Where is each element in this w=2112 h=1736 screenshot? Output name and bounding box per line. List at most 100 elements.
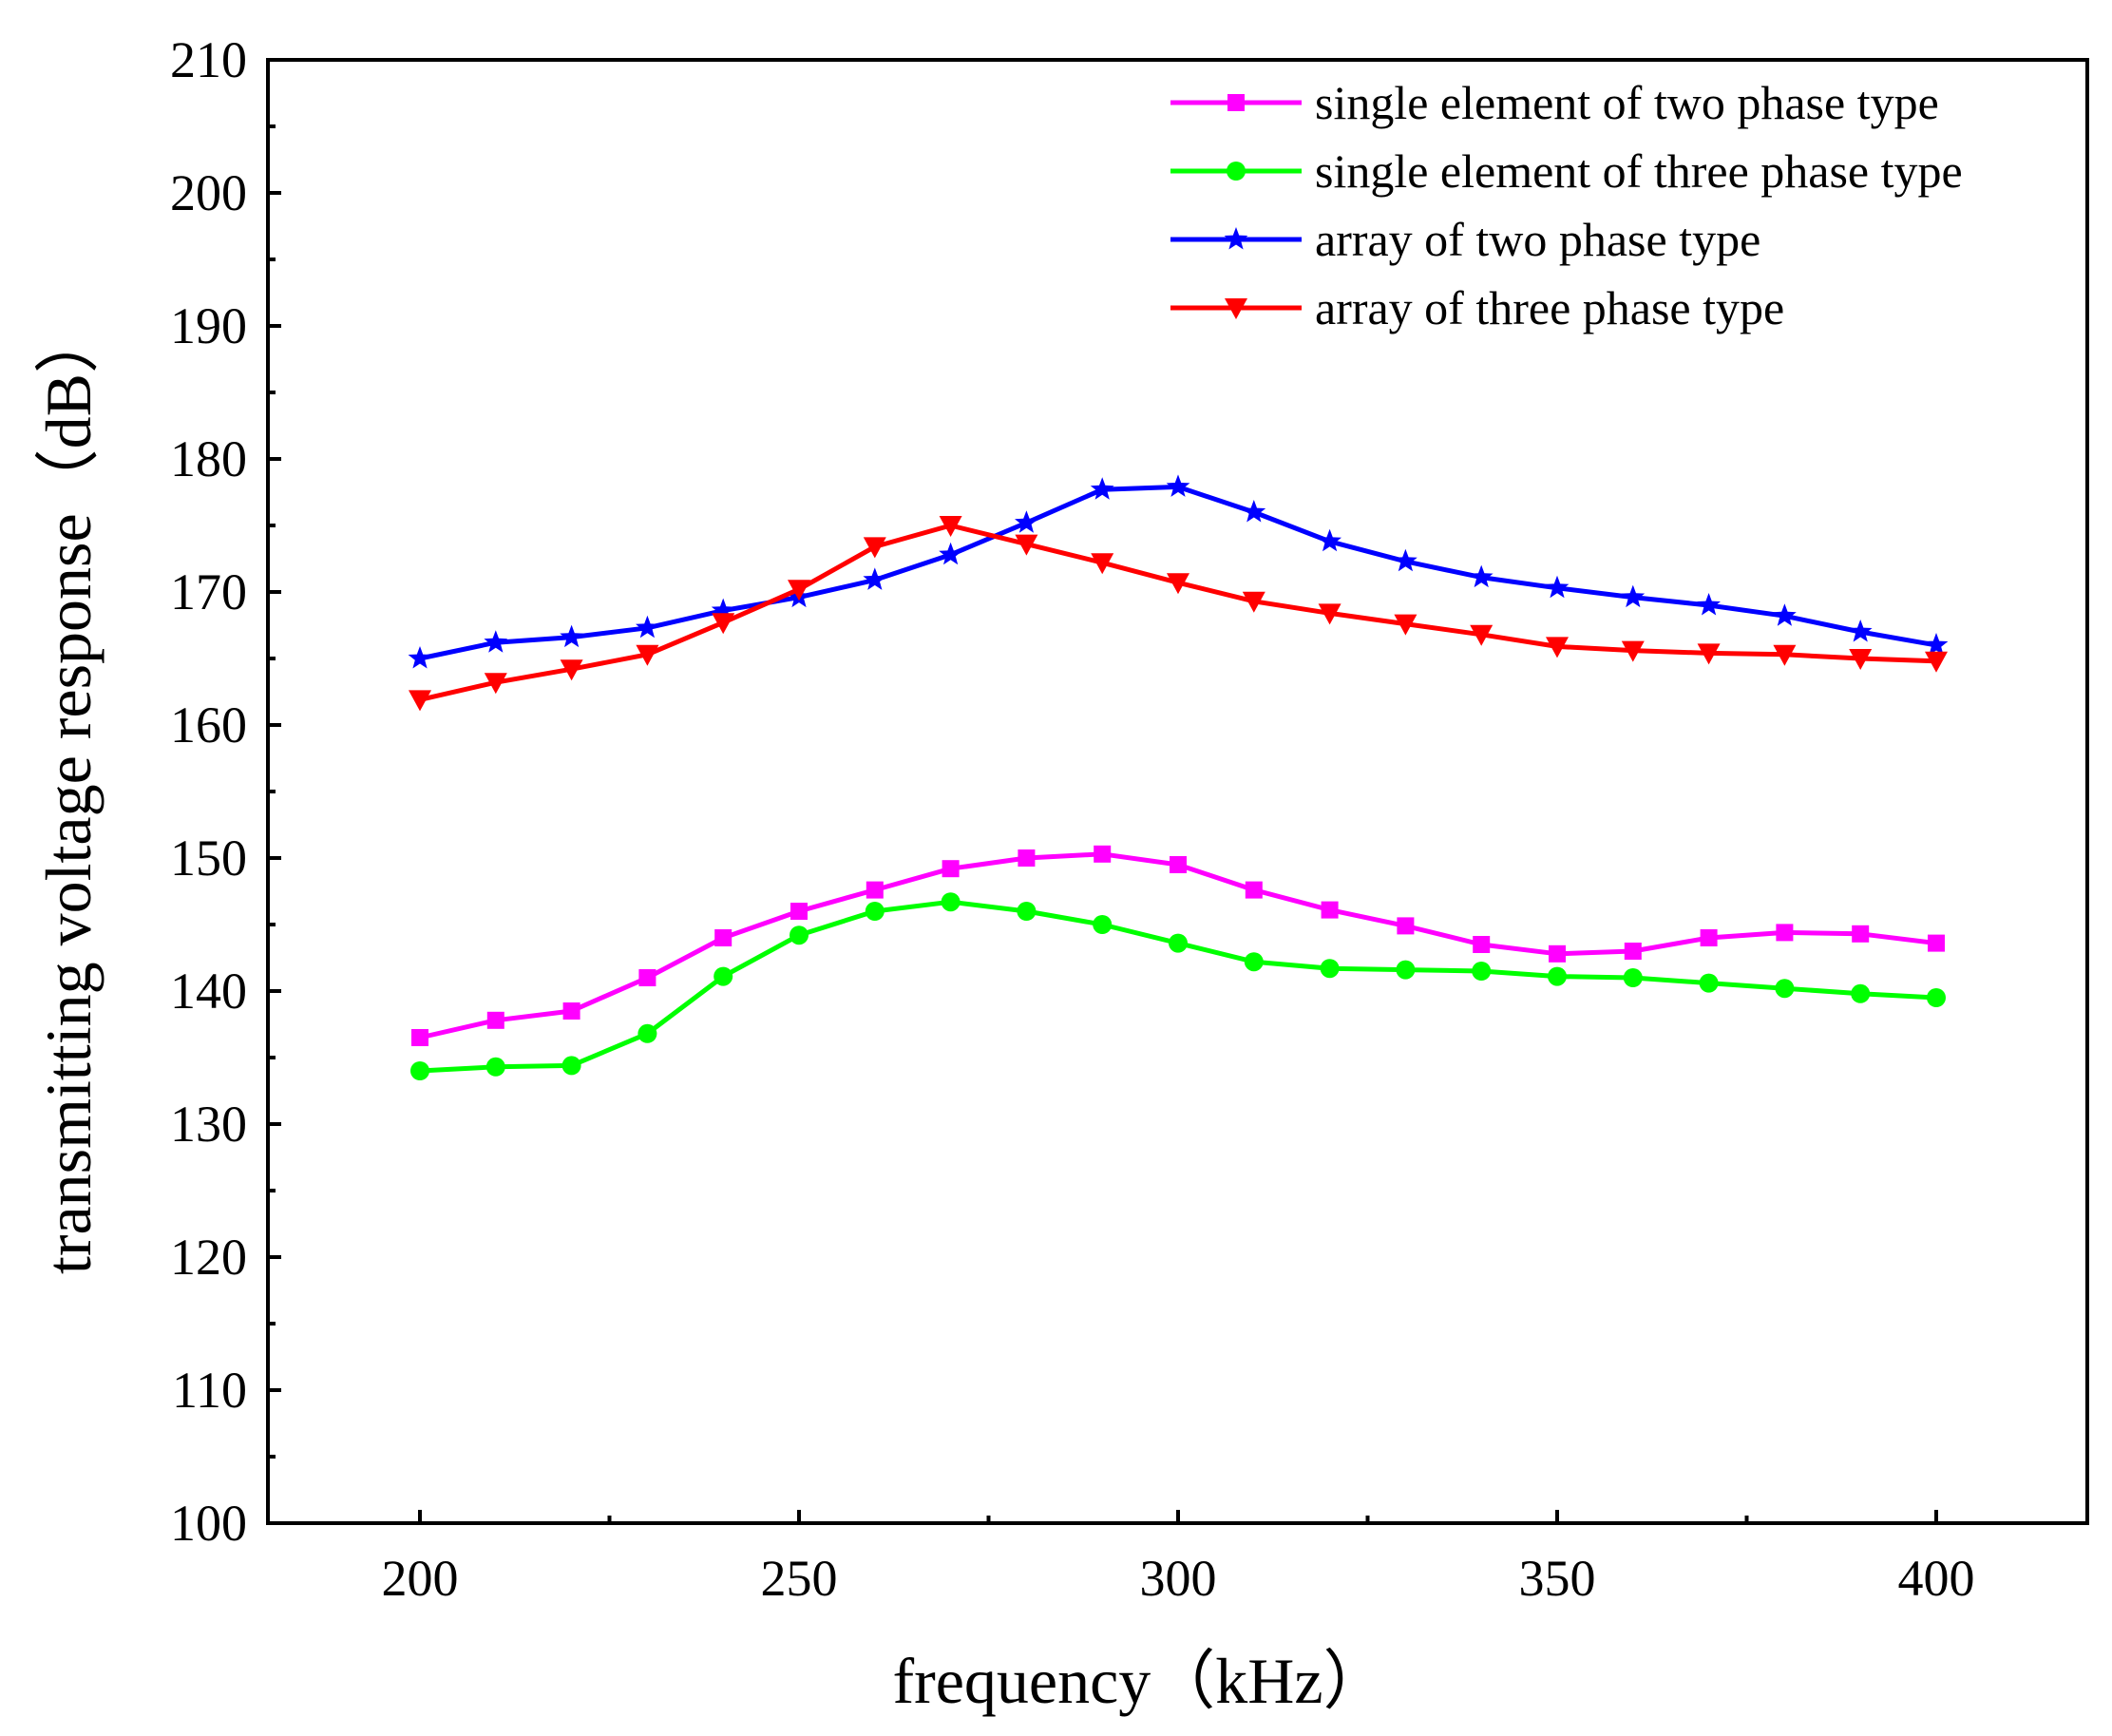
axis-ticks: 100 110 120 130 140 150 160 170 180 190 200 210 200 2…	[170, 31, 1975, 1607]
x-tick-label: 400	[1898, 1550, 1975, 1607]
y-tick-label: 170	[170, 563, 247, 620]
legend-marker	[1225, 298, 1247, 319]
plot-frame	[266, 58, 2089, 1525]
data-point	[863, 537, 886, 559]
legend-marker	[1227, 94, 1245, 111]
y-tick-label: 110	[172, 1362, 247, 1419]
data-point	[1624, 943, 1642, 960]
data-point	[1015, 510, 1038, 533]
legend-label: array of three phase type	[1315, 281, 1784, 334]
data-point	[1170, 856, 1187, 873]
data-point	[636, 615, 659, 639]
data-point	[1091, 553, 1114, 575]
data-point	[1394, 548, 1418, 572]
data-point	[1321, 901, 1339, 919]
data-point	[711, 598, 735, 621]
data-point	[411, 1029, 428, 1046]
data-point	[1242, 591, 1265, 613]
y-tick-label: 180	[170, 430, 247, 487]
data-point	[1697, 643, 1721, 665]
y-tick-label: 200	[170, 164, 247, 221]
data-point	[790, 925, 809, 945]
data-point	[1546, 637, 1569, 658]
data-point	[560, 659, 583, 681]
legend: single element of two phase type single e…	[1170, 76, 1963, 334]
data-point	[941, 892, 961, 912]
series-4	[409, 516, 1948, 712]
data-point	[410, 1061, 429, 1080]
data-point	[1166, 474, 1190, 497]
data-point	[863, 567, 887, 590]
data-point	[1773, 644, 1797, 666]
legend-marker	[1227, 162, 1246, 181]
data-point	[637, 1023, 657, 1043]
x-tick-label: 300	[1140, 1550, 1217, 1607]
legend-entry: array of two phase type	[1170, 213, 1760, 266]
data-point	[560, 624, 583, 648]
data-point	[1623, 968, 1643, 987]
data-point	[942, 860, 960, 878]
data-point	[1245, 881, 1263, 899]
y-axis-title: transmitting voltage response（dB）	[32, 309, 105, 1274]
data-point	[1397, 917, 1415, 935]
series-2	[410, 892, 1946, 1080]
data-point	[1773, 603, 1797, 626]
data-point	[1473, 936, 1491, 953]
x-tick-label: 350	[1519, 1550, 1596, 1607]
data-point	[1015, 534, 1038, 556]
legend-entry: array of three phase type	[1170, 281, 1784, 334]
legend-entry: single element of three phase type	[1170, 144, 1963, 198]
data-point	[1545, 575, 1570, 599]
data-point	[1169, 933, 1188, 953]
data-point	[1548, 966, 1567, 986]
series-1	[411, 845, 1945, 1046]
data-point	[1697, 593, 1721, 616]
y-tick-label: 160	[170, 696, 247, 754]
legend-label: array of two phase type	[1315, 213, 1760, 266]
data-point	[1928, 934, 1945, 952]
data-point	[1621, 584, 1646, 608]
y-tick-label: 150	[170, 830, 247, 887]
data-point	[484, 630, 508, 653]
data-point	[1924, 633, 1949, 656]
data-point	[1775, 979, 1795, 999]
data-point	[409, 690, 431, 712]
data-point	[1318, 603, 1341, 625]
data-point	[1090, 477, 1114, 500]
data-point	[1470, 624, 1494, 646]
data-point	[866, 881, 884, 899]
data-point	[1927, 988, 1946, 1007]
legend-label: single element of two phase type	[1315, 76, 1939, 129]
data-point	[1018, 849, 1036, 867]
data-point	[484, 673, 507, 695]
data-series	[408, 474, 1949, 1080]
data-point	[714, 966, 733, 986]
y-tick-label: 130	[170, 1096, 247, 1153]
data-point	[1320, 959, 1340, 979]
data-point	[1017, 902, 1037, 921]
data-point	[1621, 640, 1645, 662]
data-point	[788, 580, 810, 601]
data-point	[1851, 983, 1871, 1003]
legend-marker	[1224, 227, 1248, 250]
data-point	[939, 516, 962, 537]
series-line	[419, 523, 1937, 702]
y-tick-label: 210	[170, 31, 247, 88]
y-tick-label: 190	[170, 297, 247, 354]
data-point	[562, 1002, 580, 1020]
data-point	[790, 903, 808, 920]
data-point	[1848, 620, 1873, 642]
data-point	[1167, 573, 1189, 595]
y-tick-label: 120	[170, 1229, 247, 1286]
data-point	[865, 902, 885, 921]
data-point	[1700, 929, 1718, 946]
data-point	[638, 969, 656, 986]
data-point	[485, 1057, 505, 1077]
series-3	[408, 474, 1949, 669]
data-point	[1925, 651, 1948, 673]
legend-entry: single element of two phase type	[1170, 76, 1939, 129]
data-point	[1549, 944, 1566, 963]
data-point	[1699, 973, 1719, 993]
